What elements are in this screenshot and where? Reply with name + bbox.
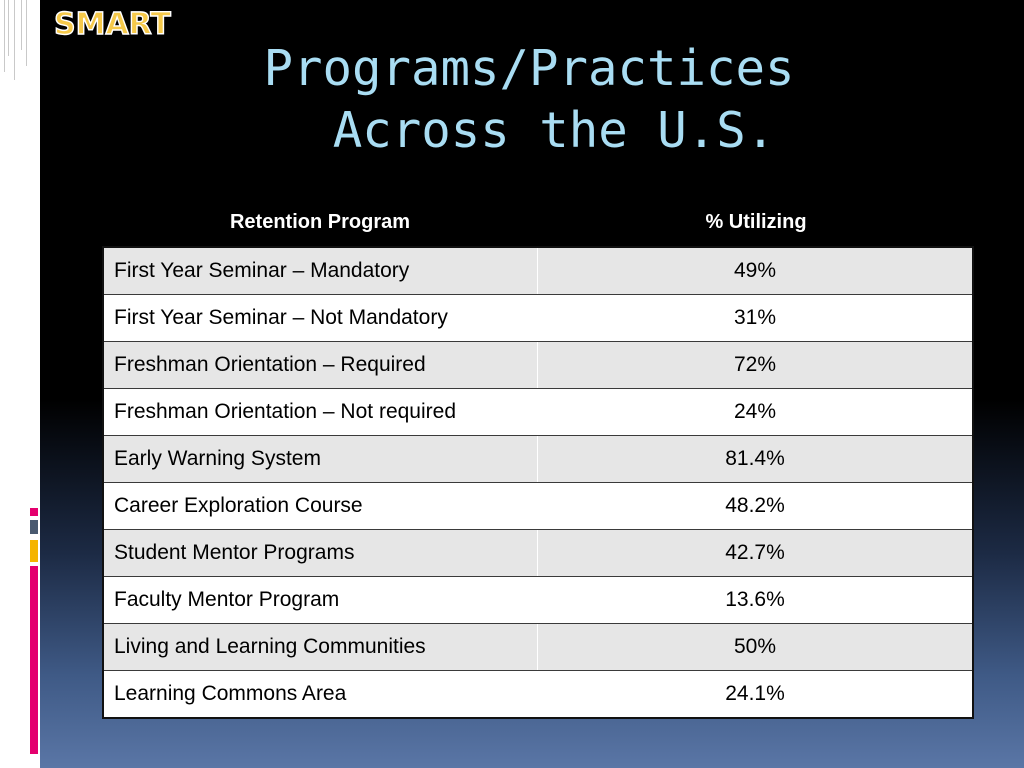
percent-cell: 24% bbox=[733, 400, 777, 423]
title-line-1: Programs/Practices bbox=[263, 40, 795, 97]
table-row: First Year Seminar – Mandatory 49% bbox=[104, 248, 972, 294]
accent-bar-pink-tall bbox=[30, 566, 38, 754]
table-row: Student Mentor Programs 42.7% bbox=[104, 529, 972, 576]
program-cell: First Year Seminar – Mandatory bbox=[104, 248, 538, 294]
percent-cell: 81.4% bbox=[725, 447, 785, 470]
table-row: First Year Seminar – Not Mandatory 31% bbox=[104, 294, 972, 341]
table-row: Living and Learning Communities 50% bbox=[104, 623, 972, 670]
program-cell: Early Warning System bbox=[104, 436, 538, 482]
program-cell: Faculty Mentor Program bbox=[104, 577, 538, 623]
percent-cell: 31% bbox=[733, 306, 777, 329]
strip-line bbox=[26, 0, 27, 66]
strip-line bbox=[8, 0, 9, 56]
slide-title: Programs/Practices Across the U.S. bbox=[0, 38, 1024, 162]
strip-line bbox=[4, 0, 5, 72]
program-cell: Career Exploration Course bbox=[104, 483, 538, 529]
accent-bar-pink-small bbox=[30, 508, 38, 516]
strip-line bbox=[21, 0, 22, 50]
program-cell: Learning Commons Area bbox=[104, 671, 538, 717]
percent-cell: 48.2% bbox=[725, 494, 785, 517]
program-cell: Living and Learning Communities bbox=[104, 624, 538, 670]
percent-cell: 72% bbox=[733, 353, 777, 376]
program-cell: Freshman Orientation – Required bbox=[104, 342, 538, 388]
table-row: Career Exploration Course 48.2% bbox=[104, 482, 972, 529]
program-cell: Freshman Orientation – Not required bbox=[104, 389, 538, 435]
percent-cell: 50% bbox=[733, 635, 777, 658]
percent-cell: 13.6% bbox=[725, 588, 785, 611]
table-row: Freshman Orientation – Required 72% bbox=[104, 341, 972, 388]
accent-bar-gray bbox=[30, 520, 38, 534]
smart-logo: SMART bbox=[53, 7, 171, 42]
program-cell: First Year Seminar – Not Mandatory bbox=[104, 295, 538, 341]
percent-cell: 49% bbox=[733, 259, 777, 282]
percent-cell: 42.7% bbox=[725, 541, 785, 564]
table-header: Retention Program % Utilizing bbox=[102, 198, 974, 246]
header-percent-utilizing: % Utilizing bbox=[705, 210, 807, 233]
retention-table: Retention Program % Utilizing First Year… bbox=[102, 198, 974, 719]
header-retention-program: Retention Program bbox=[229, 210, 411, 233]
accent-bar-yellow bbox=[30, 540, 38, 562]
table-row: Early Warning System 81.4% bbox=[104, 435, 972, 482]
strip-line bbox=[14, 0, 15, 80]
table-row: Faculty Mentor Program 13.6% bbox=[104, 576, 972, 623]
program-cell: Student Mentor Programs bbox=[104, 530, 538, 576]
percent-cell: 24.1% bbox=[725, 682, 785, 705]
table-row: Freshman Orientation – Not required 24% bbox=[104, 388, 972, 435]
table-row: Learning Commons Area 24.1% bbox=[104, 670, 972, 717]
table-body: First Year Seminar – Mandatory 49% First… bbox=[102, 246, 974, 719]
title-line-2: Across the U.S. bbox=[332, 102, 776, 159]
